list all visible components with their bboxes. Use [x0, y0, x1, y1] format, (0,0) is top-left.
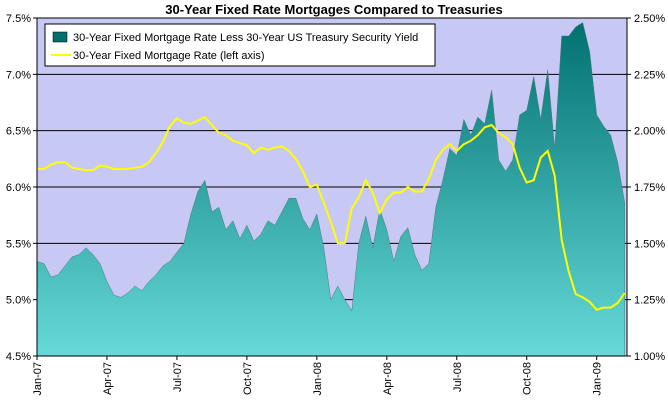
y-left-tick-label: 7.5% [6, 13, 31, 25]
y-left-tick-label: 4.5% [6, 351, 31, 363]
x-tick-label: Oct-08 [522, 362, 534, 395]
x-tick-label: Apr-07 [102, 362, 114, 395]
y-axis-right: 1.00% 1.25% 1.50% 1.75% 2.00% 2.25% 2.50% [627, 13, 665, 363]
y-left-tick-label: 6.5% [6, 126, 31, 138]
y-left-tick-label: 5.0% [6, 295, 31, 307]
legend-label-spread: 30-Year Fixed Mortgage Rate Less 30-Year… [73, 32, 418, 44]
y-right-tick-label: 1.00% [634, 351, 665, 363]
legend: 30-Year Fixed Mortgage Rate Less 30-Year… [44, 23, 436, 67]
y-right-tick-label: 2.00% [634, 126, 665, 138]
legend-box [44, 23, 436, 67]
x-tick-label: Jul-08 [452, 362, 464, 392]
x-tick-label: Jan-09 [592, 362, 604, 396]
x-tick-label: Apr-08 [382, 362, 394, 395]
y-left-tick-label: 5.5% [6, 238, 31, 250]
chart-title: 30-Year Fixed Rate Mortgages Compared to… [165, 2, 503, 17]
x-axis: Jan-07 Apr-07 Jul-07 Oct-07 Jan-08 Apr-08 Jul-… [32, 356, 604, 396]
y-left-tick-label: 7.0% [6, 69, 31, 81]
mortgage-rate-line [37, 115, 626, 311]
legend-swatch-spread [52, 31, 68, 43]
y-left-tick-label: 6.0% [6, 182, 31, 194]
x-tick-label: Jan-08 [312, 362, 324, 396]
y-right-tick-label: 2.25% [634, 69, 665, 81]
x-tick-label: Jul-07 [172, 362, 184, 392]
y-right-tick-label: 1.75% [634, 182, 665, 194]
x-tick-label: Oct-07 [242, 362, 254, 395]
y-right-tick-label: 2.50% [634, 13, 665, 25]
y-axis-left: 4.5% 5.0% 5.5% 6.0% 6.5% 7.0% 7.5% [6, 13, 37, 363]
legend-label-mortgage-rate: 30-Year Fixed Mortgage Rate (left axis) [73, 50, 265, 62]
y-right-tick-label: 1.25% [634, 295, 665, 307]
spread-area [36, 22, 625, 357]
x-tick-label: Jan-07 [32, 362, 44, 396]
y-right-tick-label: 1.50% [634, 238, 665, 250]
